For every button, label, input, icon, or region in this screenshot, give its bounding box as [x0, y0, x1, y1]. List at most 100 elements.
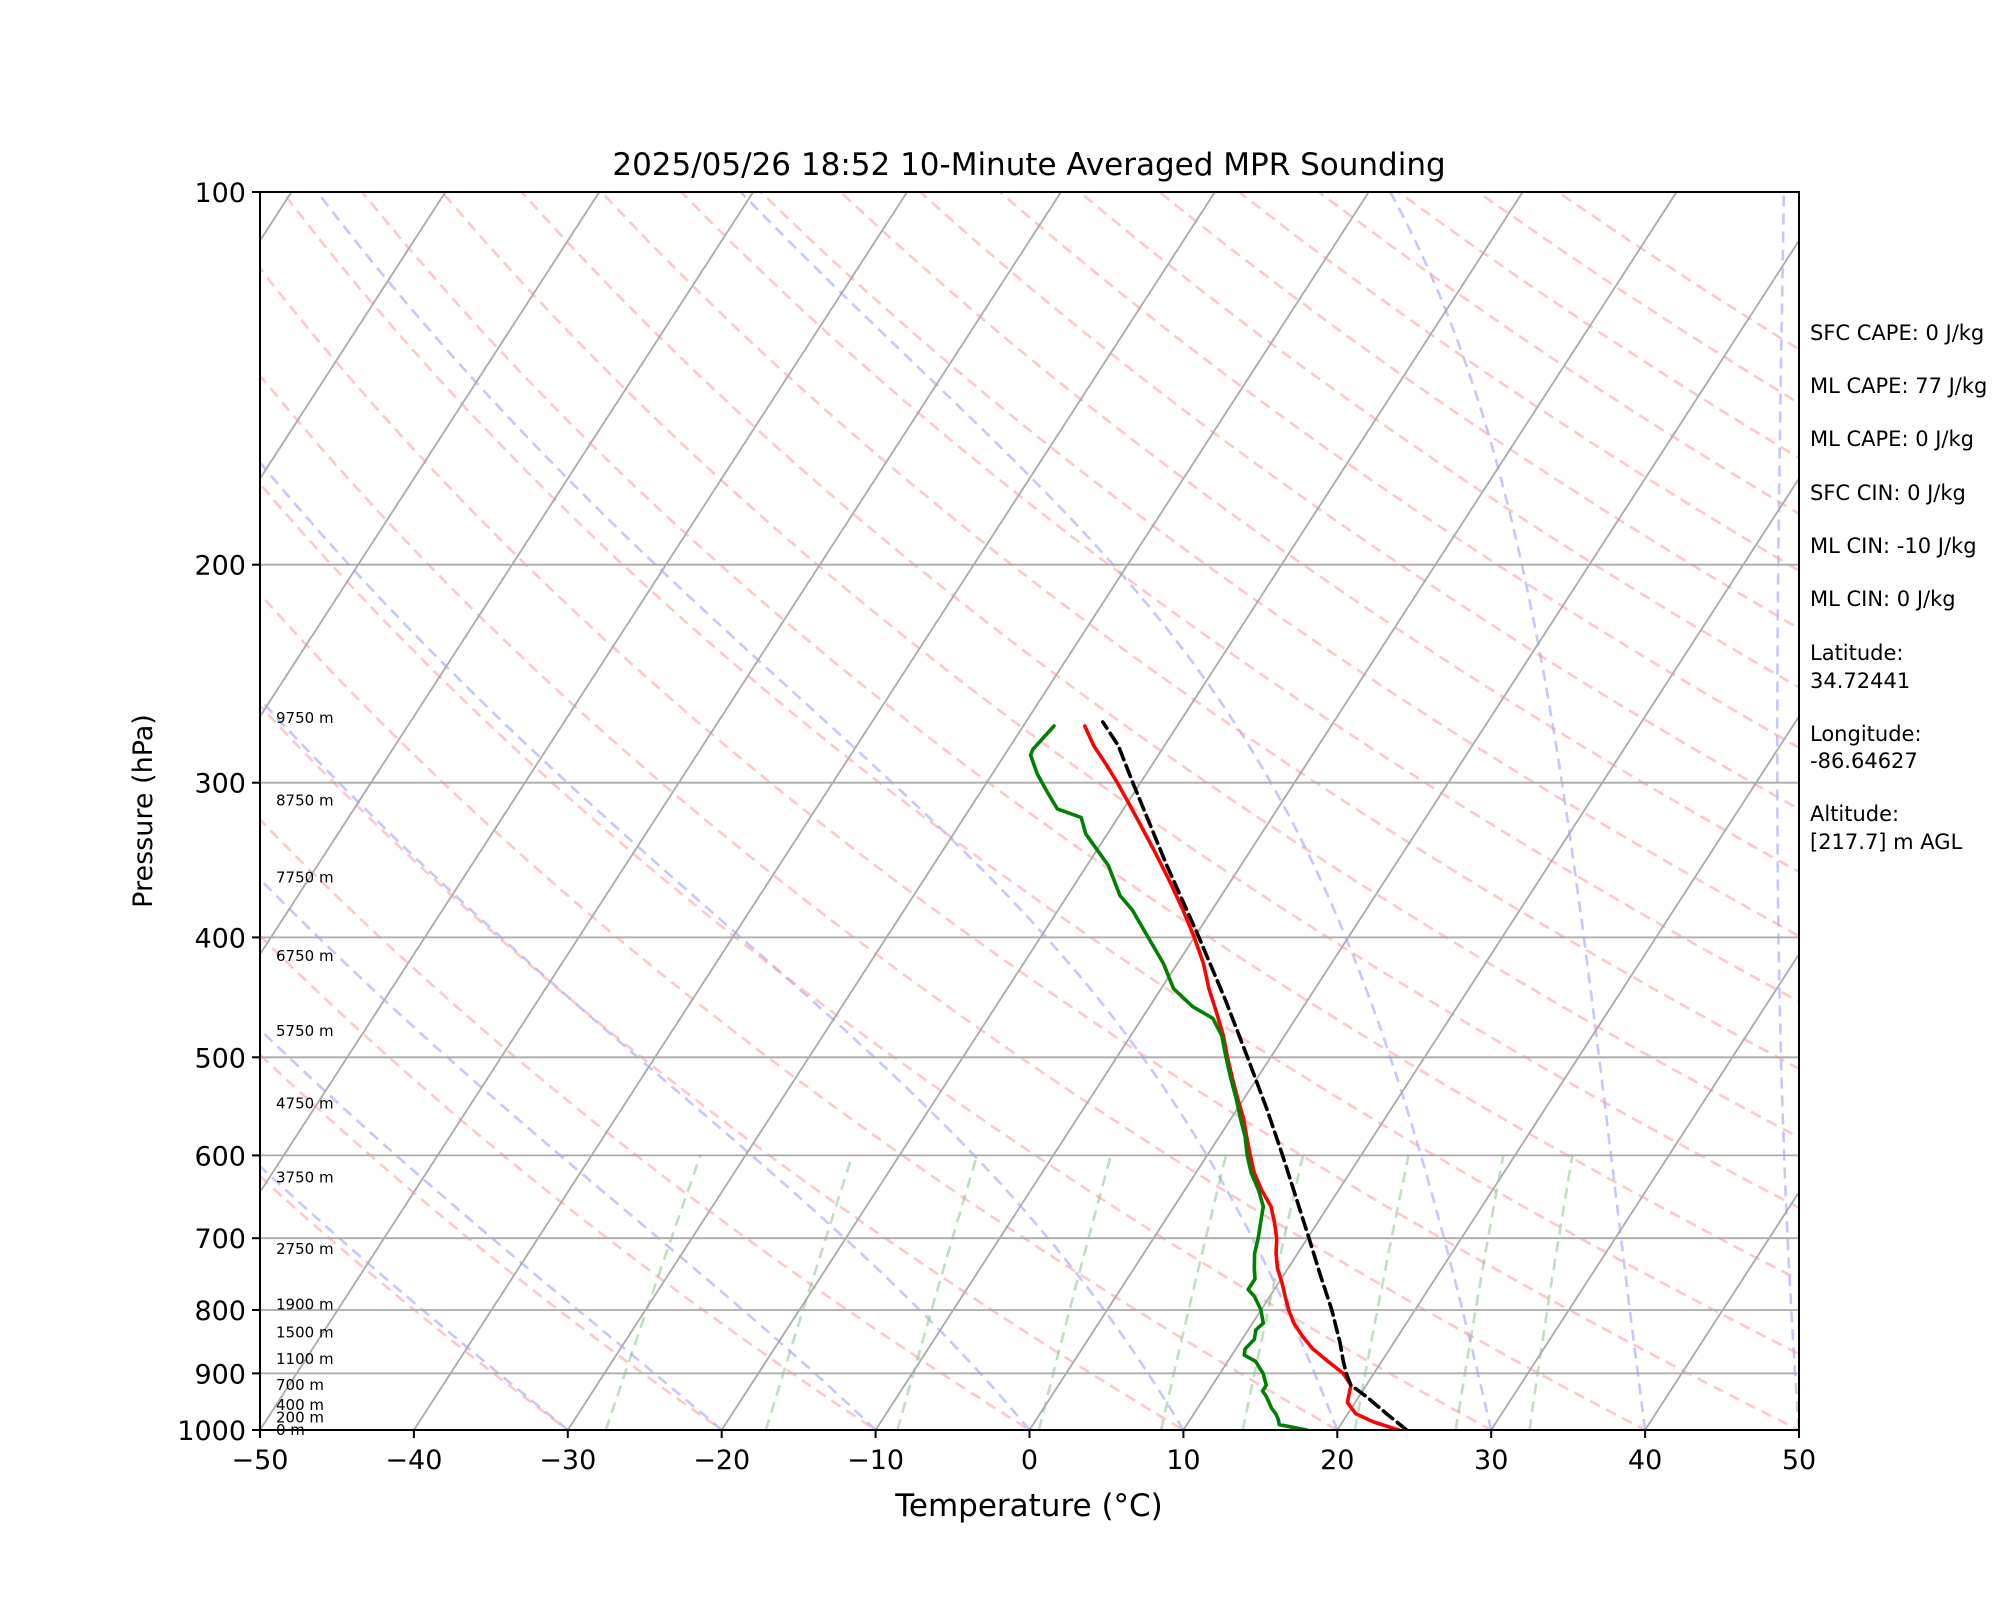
sfc-cin-text: SFC CIN: 0 J/kg — [1810, 481, 1966, 505]
x-axis-ticks: −50 −40 −30 −20 −10 0 10 20 30 40 50 — [232, 1430, 1816, 1476]
x-tick-label: 50 — [1782, 1445, 1816, 1476]
isobar-gridlines — [260, 192, 1799, 1430]
isotherm-line — [1644, 1190, 1799, 1430]
mixing-ratio-line — [764, 1154, 854, 1430]
height-label: 3750 m — [276, 1168, 334, 1186]
moist-adiabats — [260, 192, 1799, 1430]
isotherm-line — [1490, 952, 1799, 1430]
height-label: 1900 m — [276, 1296, 334, 1314]
dry-adiabat — [919, 192, 1799, 811]
height-label: 1100 m — [276, 1350, 334, 1368]
height-label: 400 m — [276, 1396, 324, 1414]
dry-adiabat — [520, 192, 1799, 1139]
temperature-profile — [1083, 724, 1401, 1430]
isotherm-line — [260, 192, 1062, 1430]
dry-adiabat — [260, 1174, 570, 1430]
x-tick-label: 30 — [1474, 1445, 1508, 1476]
x-tick-label: 10 — [1166, 1445, 1200, 1476]
height-label: 200 m — [276, 1409, 324, 1427]
mixing-ratio-line — [1454, 1155, 1505, 1430]
latitude-value: 34.72441 — [1810, 669, 1910, 693]
y-tick-label: 1000 — [177, 1416, 246, 1447]
y-tick-label: 300 — [194, 769, 246, 800]
ml-cin-text-1: ML CIN: -10 J/kg — [1810, 534, 1977, 558]
isotherm-gridlines — [260, 192, 1799, 1430]
mixing-ratio-line — [1528, 1155, 1574, 1430]
altitude-label: Altitude: — [1810, 802, 1899, 826]
dry-adiabat — [260, 481, 1494, 1430]
ml-cape-text-1: ML CAPE: 77 J/kg — [1810, 374, 1987, 398]
y-axis-ticks: 100 200 300 400 500 600 700 800 900 1000 — [177, 178, 260, 1447]
isotherm-line — [260, 192, 601, 719]
dry-adiabat — [260, 703, 1186, 1430]
x-tick-label: −40 — [385, 1445, 442, 1476]
height-label: 7750 m — [276, 869, 334, 887]
dry-adiabat — [998, 192, 1799, 750]
moist-adiabat — [260, 877, 877, 1430]
dry-adiabat — [600, 192, 1799, 1071]
x-tick-label: −50 — [232, 1445, 289, 1476]
x-tick-label: −30 — [539, 1445, 596, 1476]
moist-adiabat — [260, 1027, 723, 1430]
mixing-ratio-line — [896, 1155, 979, 1430]
dry-adiabat — [260, 933, 878, 1430]
dry-adiabat — [281, 192, 1799, 1356]
x-tick-label: 0 — [1021, 1445, 1038, 1476]
chart-title: 2025/05/26 18:52 10-Minute Averaged MPR … — [612, 147, 1445, 183]
height-label: 8750 m — [276, 791, 334, 809]
height-label: 4750 m — [276, 1095, 334, 1113]
moist-adiabat — [739, 192, 1493, 1430]
parcel-profile — [1101, 720, 1409, 1430]
latitude-label: Latitude: — [1810, 641, 1904, 665]
y-tick-label: 100 — [194, 178, 246, 209]
sfc-cape-text: SFC CAPE: 0 J/kg — [1810, 321, 1984, 345]
ml-cape-text-2: ML CAPE: 0 J/kg — [1810, 427, 1974, 451]
dry-adiabat — [440, 192, 1799, 1210]
isotherm-line — [1182, 476, 1799, 1430]
longitude-value: -86.64627 — [1810, 749, 1918, 773]
isotherm-line — [260, 192, 447, 481]
dry-adiabat — [260, 266, 1799, 1430]
y-tick-label: 200 — [194, 551, 246, 582]
isotherm-line — [260, 192, 908, 1194]
y-axis-label: Pressure (hPa) — [128, 714, 159, 908]
dry-adiabat — [260, 373, 1648, 1430]
y-tick-label: 600 — [194, 1141, 246, 1172]
height-label: 2750 m — [276, 1240, 334, 1258]
height-label: 700 m — [276, 1376, 324, 1394]
mixing-ratio-line — [1159, 1155, 1228, 1430]
y-tick-label: 500 — [194, 1043, 246, 1074]
x-tick-label: 40 — [1628, 1445, 1662, 1476]
height-label: 6750 m — [276, 947, 334, 965]
y-tick-label: 700 — [194, 1224, 246, 1255]
dry-adiabat — [260, 1052, 724, 1430]
moist-adiabat — [316, 192, 1339, 1430]
isotherm-line — [720, 192, 1524, 1430]
mixing-ratio-line — [1037, 1155, 1113, 1430]
isotherm-line — [874, 192, 1678, 1430]
isotherm-line — [567, 192, 1370, 1430]
y-tick-label: 900 — [194, 1359, 246, 1390]
x-axis-label: Temperature (°C) — [894, 1488, 1163, 1524]
x-tick-label: 20 — [1320, 1445, 1354, 1476]
x-tick-label: −10 — [847, 1445, 904, 1476]
isotherm-line — [260, 192, 754, 956]
height-label: 1500 m — [276, 1323, 334, 1341]
dry-adiabats — [260, 192, 1799, 1430]
longitude-label: Longitude: — [1810, 722, 1922, 746]
sounding-profiles — [1028, 720, 1409, 1430]
moist-adiabat — [1775, 192, 1799, 1430]
altitude-value: [217.7] m AGL — [1810, 830, 1963, 854]
dewpoint-profile — [1028, 724, 1309, 1430]
info-panel: SFC CAPE: 0 J/kg ML CAPE: 77 J/kg ML CAP… — [1810, 321, 1987, 854]
moist-adiabat — [260, 697, 1031, 1430]
height-label: 9750 m — [276, 709, 334, 727]
mixing-ratio-line — [1241, 1155, 1305, 1430]
y-tick-label: 800 — [194, 1296, 246, 1327]
isotherm-line — [1028, 239, 1799, 1430]
isotherm-line — [413, 192, 1216, 1430]
dry-adiabat — [759, 192, 1799, 938]
height-label: 5750 m — [276, 1022, 334, 1040]
